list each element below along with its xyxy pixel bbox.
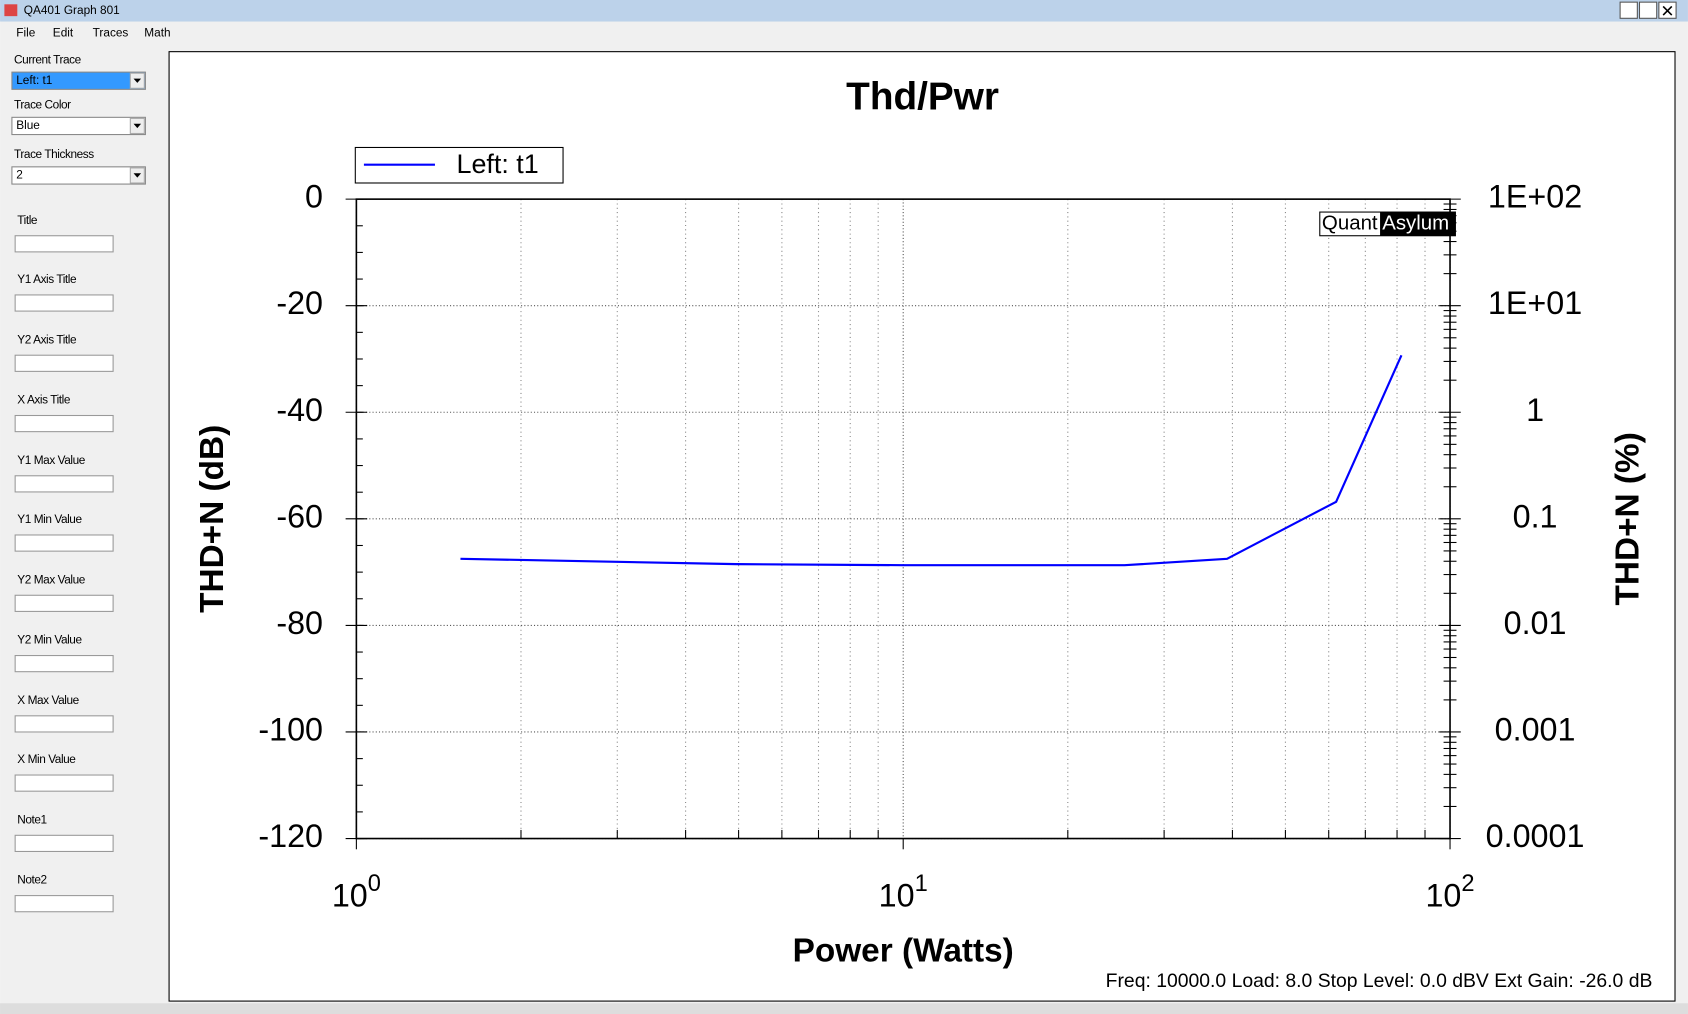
field-label: Trace Thickness xyxy=(14,147,94,161)
arrow-glyph xyxy=(133,123,142,129)
arrow-glyph xyxy=(133,78,142,83)
y2-tick-label: 1E+02 xyxy=(1488,179,1582,215)
window-buttons[interactable] xyxy=(1619,1,1677,19)
field-label: Y2 Max Value xyxy=(17,572,85,586)
y-tick-label: -20 xyxy=(276,285,323,321)
window-title: QA401 Graph 801 xyxy=(24,3,120,17)
text-input[interactable] xyxy=(14,414,114,433)
y-tick-label: -100 xyxy=(258,712,323,748)
field-label: Y1 Axis Title xyxy=(17,272,77,286)
tick-exponent: 1 xyxy=(915,871,928,897)
field-label: Current Trace xyxy=(14,52,82,66)
y2-tick-label: 1 xyxy=(1526,392,1544,428)
field-label: Y1 Min Value xyxy=(17,512,82,526)
field-label: X Max Value xyxy=(17,693,79,707)
y2-tick-label: 0.001 xyxy=(1495,712,1576,748)
y-tick-label: -40 xyxy=(276,392,323,428)
taskbar xyxy=(0,1003,1688,1014)
arrow-glyph xyxy=(133,173,142,178)
app-icon xyxy=(4,4,18,17)
chart-title: Thd/Pwr xyxy=(846,75,999,118)
tick-exponent: 0 xyxy=(368,871,381,897)
text-input[interactable] xyxy=(14,834,114,852)
footer-note: Freq: 10000.0 Load: 8.0 Stop Level: 0.0 … xyxy=(1106,970,1653,992)
dropdown-value: Blue xyxy=(16,118,40,132)
y-tick-label: -60 xyxy=(276,498,323,534)
text-input[interactable] xyxy=(14,294,114,312)
menu-item[interactable]: Traces xyxy=(93,25,129,39)
menu-item[interactable]: Math xyxy=(144,25,170,39)
chart-frame xyxy=(168,51,1676,1002)
y2-tick-label: 0.01 xyxy=(1504,605,1567,641)
text-input[interactable] xyxy=(14,715,114,733)
watermark-text: Asylum xyxy=(1382,211,1449,234)
x-axis-title: Power (Watts) xyxy=(793,932,1014,969)
minimize-button[interactable] xyxy=(1619,1,1638,19)
menu-item[interactable]: File xyxy=(16,25,35,39)
tick-base: 10 xyxy=(332,877,368,913)
y2-axis-title: THD+N (%) xyxy=(1610,432,1647,605)
dropdown-value: 2 xyxy=(16,168,23,182)
field-label: Trace Color xyxy=(14,98,71,112)
field-label: X Axis Title xyxy=(17,393,71,407)
y2-tick-label: 1E+01 xyxy=(1488,285,1582,321)
y2-tick-label: 0.1 xyxy=(1513,498,1558,534)
tick-base: 10 xyxy=(1425,877,1461,913)
text-input[interactable] xyxy=(14,534,114,552)
tick-exponent: 2 xyxy=(1461,871,1474,897)
dropdown[interactable] xyxy=(11,71,146,90)
field-label: Y2 Min Value xyxy=(17,633,82,647)
x-tick-label: 101 xyxy=(879,871,928,913)
watermark-text: Quant xyxy=(1322,211,1378,234)
field-label: Y2 Axis Title xyxy=(17,332,77,346)
restore-button[interactable] xyxy=(1638,1,1658,19)
text-input[interactable] xyxy=(14,774,114,792)
legend-label: Left: t1 xyxy=(456,149,538,179)
y-tick-label: -120 xyxy=(258,818,323,854)
text-input[interactable] xyxy=(14,475,114,493)
y-tick-label: 0 xyxy=(305,179,323,215)
text-input[interactable] xyxy=(14,235,114,253)
text-input[interactable] xyxy=(14,895,114,913)
text-input[interactable] xyxy=(14,354,114,372)
x-tick-label: 102 xyxy=(1425,871,1474,913)
tick-base: 10 xyxy=(879,877,915,913)
menu-item[interactable]: Edit xyxy=(53,25,74,39)
plot-area xyxy=(355,198,1451,840)
field-label: Note1 xyxy=(17,812,46,826)
x-tick-label: 100 xyxy=(332,871,381,913)
y-axis-title: THD+N (dB) xyxy=(194,425,231,613)
field-label: Title xyxy=(17,213,38,227)
y-tick-label: -80 xyxy=(276,605,323,641)
text-input[interactable] xyxy=(14,655,114,673)
field-label: Note2 xyxy=(17,873,46,887)
field-label: Y1 Max Value xyxy=(17,453,85,467)
dropdown-value: Left: t1 xyxy=(16,73,52,87)
data-line xyxy=(460,354,1403,567)
title-bar xyxy=(0,0,1688,22)
field-label: X Min Value xyxy=(17,752,76,766)
dropdown[interactable] xyxy=(11,116,146,136)
text-input[interactable] xyxy=(14,594,114,612)
watermark-dark xyxy=(1380,212,1456,236)
dropdown[interactable] xyxy=(11,166,146,185)
y2-tick-label: 0.0001 xyxy=(1486,818,1585,854)
